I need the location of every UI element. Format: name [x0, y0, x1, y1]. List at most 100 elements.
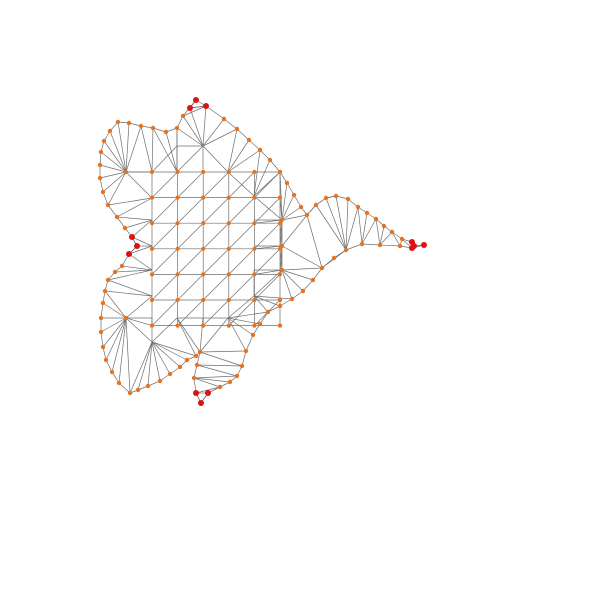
fan-edge: [151, 127, 154, 173]
boundary-node: [157, 378, 163, 384]
fan-edge: [379, 231, 393, 246]
marked-node: [409, 245, 415, 251]
grid-diagonal-edge: [202, 171, 230, 198]
fan-edge: [253, 295, 269, 313]
fan-edge: [125, 317, 131, 394]
fan-edge: [118, 317, 127, 384]
boundary-node: [239, 363, 245, 369]
grid-node: [175, 221, 180, 226]
boundary-node: [217, 384, 223, 390]
boundary-node: [221, 116, 227, 122]
grid-node: [149, 221, 155, 226]
boundary-node: [112, 269, 118, 275]
grid-diagonal-edge: [254, 222, 281, 250]
grid-extra-edge: [254, 269, 283, 275]
fan-edge: [325, 197, 347, 251]
boundary-node: [289, 296, 295, 302]
boundary-node: [97, 162, 103, 168]
fan-edge: [103, 140, 127, 173]
fan-edge: [129, 341, 153, 394]
grid-node: [279, 243, 285, 249]
grid-node: [201, 221, 206, 226]
fan-edge: [140, 125, 153, 173]
grid-diagonal-edge: [202, 274, 230, 301]
fan-edge: [227, 317, 261, 325]
fan-edge: [306, 214, 323, 269]
fan-edge: [107, 171, 127, 206]
boundary-node: [243, 348, 249, 354]
fan-edge: [99, 171, 127, 179]
boundary-node: [389, 229, 395, 235]
boundary-node: [100, 344, 106, 350]
fan-edge: [102, 302, 127, 319]
fan-edge: [100, 317, 127, 333]
marked-node: [193, 390, 199, 396]
boundary-node: [333, 193, 339, 199]
boundary-node: [163, 129, 169, 135]
grid-node: [226, 246, 231, 251]
grid-diagonal-edge: [151, 299, 178, 326]
grid-node: [226, 297, 231, 303]
boundary-node: [397, 243, 403, 249]
boundary-node: [97, 175, 103, 181]
boundary-node: [399, 236, 405, 242]
fan-edge: [333, 249, 347, 259]
grid-diagonal-edge: [177, 222, 204, 250]
fan-edge: [125, 125, 142, 173]
grid-node: [201, 272, 206, 277]
boundary-node: [107, 128, 113, 134]
grid-node: [149, 297, 155, 303]
boundary-node: [234, 373, 240, 379]
grid-node: [277, 221, 283, 226]
fan-edge: [227, 171, 255, 197]
fan-edge: [116, 216, 153, 221]
grid-node: [175, 246, 180, 251]
grid-diagonal-edge: [254, 197, 281, 224]
marked-node: [421, 242, 427, 248]
fan-edge: [125, 171, 153, 199]
fan-edge: [151, 341, 188, 361]
boundary-node: [150, 125, 156, 131]
mesh-nodes: [97, 97, 427, 406]
boundary-edge: [236, 128, 250, 141]
fan-edge: [281, 194, 295, 221]
boundary-node: [343, 247, 349, 253]
fan-edge: [196, 364, 238, 377]
boundary-edge: [105, 359, 113, 373]
boundary-node: [105, 277, 111, 283]
fan-edge: [116, 197, 153, 218]
boundary-node: [100, 189, 106, 195]
fan-edge: [128, 253, 153, 271]
grid-diagonal-edge: [177, 248, 204, 275]
boundary-node: [167, 371, 173, 377]
grid-node: [279, 217, 285, 223]
fan-edge: [227, 139, 250, 173]
boundary-node: [310, 277, 316, 283]
grid-node: [252, 272, 257, 277]
fan-edge: [128, 245, 153, 255]
grid-node: [226, 323, 231, 328]
boundary-node: [319, 265, 325, 271]
fan-edge: [176, 317, 201, 353]
boundary-edge: [102, 346, 107, 361]
fan-edge: [176, 317, 197, 357]
boundary-node: [227, 379, 233, 385]
fan-edge: [253, 295, 293, 300]
boundary-edge: [116, 216, 126, 229]
fan-edge: [107, 279, 153, 297]
fan-edge: [176, 145, 204, 173]
fan-edge: [361, 218, 377, 245]
boundary-node: [377, 242, 383, 248]
grid-node: [226, 272, 231, 277]
grid-diagonal-edge: [202, 197, 230, 224]
fan-edge: [375, 218, 381, 246]
fan-edge: [131, 236, 153, 247]
boundary-node: [101, 138, 107, 144]
fan-edge: [281, 214, 308, 247]
fan-edge: [281, 269, 293, 300]
boundary-node: [114, 214, 120, 220]
boundary-node: [345, 196, 351, 202]
boundary-node: [355, 204, 361, 210]
grid-node: [149, 195, 155, 200]
